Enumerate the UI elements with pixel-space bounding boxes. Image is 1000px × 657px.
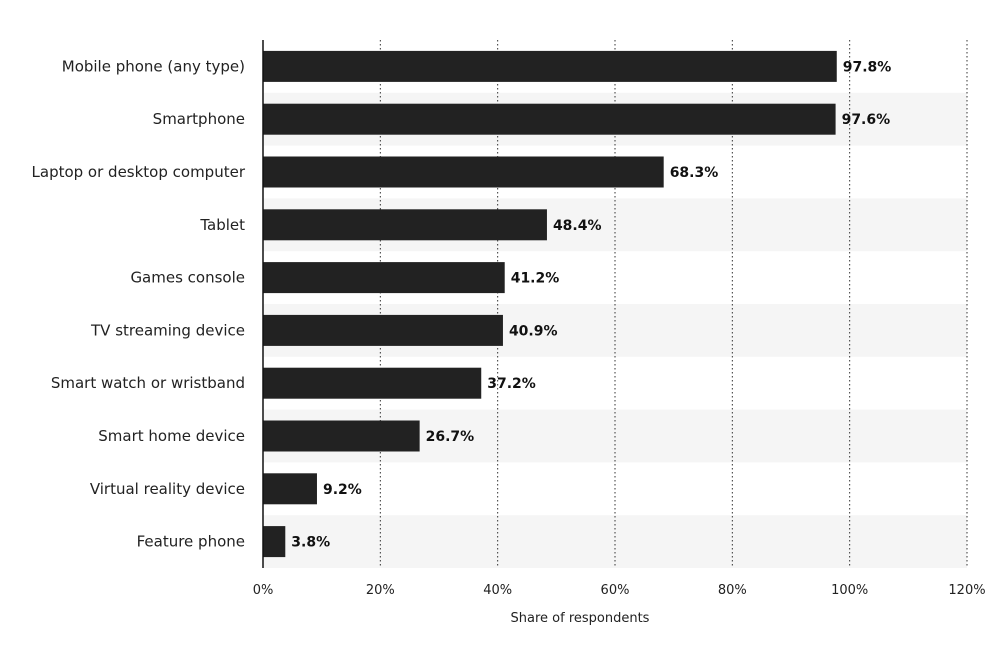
category-label: Feature phone — [137, 533, 245, 551]
x-tick-label: 40% — [483, 583, 512, 598]
bar — [263, 367, 482, 399]
category-label: Virtual reality device — [90, 480, 245, 498]
value-label: 48.4% — [553, 218, 602, 234]
x-tick-label: 60% — [601, 583, 630, 598]
category-label: Laptop or desktop computer — [32, 163, 246, 181]
value-label: 26.7% — [426, 429, 475, 445]
value-label: 40.9% — [509, 323, 558, 339]
x-axis-title: Share of respondents — [511, 611, 650, 626]
bar — [263, 209, 547, 241]
bar — [263, 156, 664, 188]
x-tick-label: 120% — [948, 583, 985, 598]
category-label: Games console — [130, 269, 245, 287]
value-label: 3.8% — [291, 535, 330, 551]
value-label: 97.6% — [842, 112, 891, 128]
x-tick-label: 20% — [366, 583, 395, 598]
x-tick-label: 80% — [718, 583, 747, 598]
bars — [263, 50, 837, 558]
category-label: Smartphone — [153, 110, 245, 128]
category-labels: Mobile phone (any type) Smartphone Laptop … — [32, 57, 246, 550]
value-label: 97.8% — [843, 59, 892, 75]
value-label: 68.3% — [670, 165, 719, 181]
bar — [263, 420, 420, 452]
x-tick-label: 100% — [831, 583, 868, 598]
x-tick-labels: 0% 20% 40% 60% 80% 100% 120% — [253, 583, 986, 598]
value-label: 41.2% — [511, 271, 560, 287]
category-label: TV streaming device — [90, 321, 245, 339]
category-label: Smart watch or wristband — [51, 374, 245, 392]
bar — [263, 473, 317, 505]
bar — [263, 50, 837, 82]
category-label: Smart home device — [98, 427, 245, 445]
value-label: 9.2% — [323, 482, 362, 498]
bar — [263, 103, 836, 135]
bar — [263, 262, 505, 294]
value-label: 37.2% — [487, 376, 536, 392]
category-label: Tablet — [199, 216, 245, 234]
x-tick-label: 0% — [253, 583, 274, 598]
value-labels: 97.8% 97.6% 68.3% 48.4% 41.2% 40.9% 37.2% 26.7%… — [291, 59, 891, 550]
bar — [263, 314, 503, 346]
category-label: Mobile phone (any type) — [62, 57, 245, 75]
bar — [263, 526, 286, 558]
